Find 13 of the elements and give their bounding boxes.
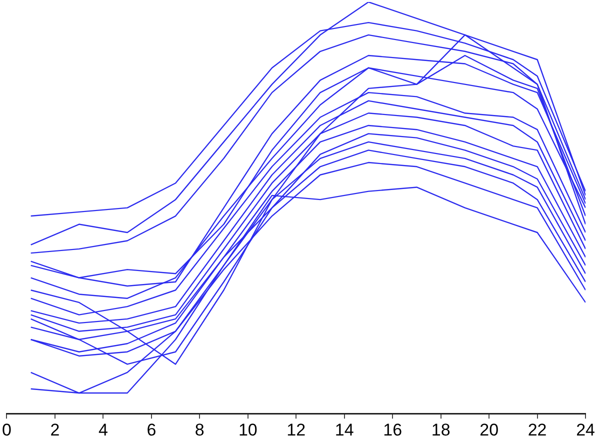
x-tick-label: 24 — [576, 420, 596, 440]
x-tick-label: 6 — [146, 420, 156, 440]
x-tick-label: 12 — [286, 420, 306, 440]
x-tick-label: 14 — [334, 420, 354, 440]
x-tick-label: 16 — [383, 420, 402, 440]
x-tick-label: 18 — [431, 420, 450, 440]
x-tick-label: 22 — [528, 420, 547, 440]
x-tick-label: 8 — [194, 420, 204, 440]
x-tick-label: 4 — [98, 420, 108, 440]
x-tick-label: 2 — [50, 420, 60, 440]
x-tick-label: 0 — [2, 420, 12, 440]
x-tick-label: 10 — [238, 420, 258, 440]
x-tick-label: 20 — [480, 420, 499, 440]
